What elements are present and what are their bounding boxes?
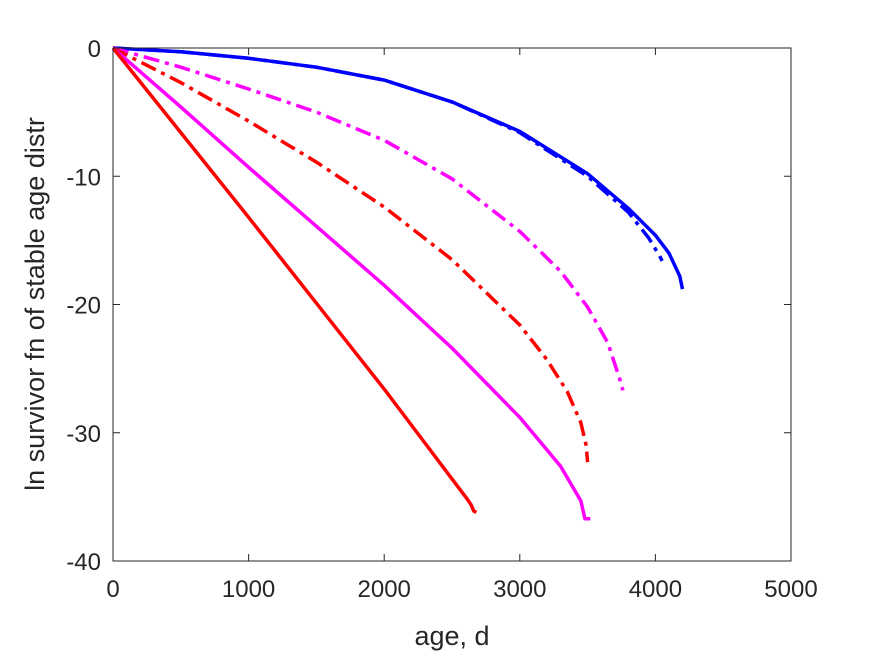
x-tick-label: 1000 (222, 576, 275, 603)
x-tick-label: 4000 (629, 576, 682, 603)
series-layer (111, 46, 685, 521)
series-line-6 (111, 46, 478, 514)
x-tick-label: 2000 (358, 576, 411, 603)
x-tick-label: 0 (106, 576, 119, 603)
series-line-5 (111, 46, 591, 521)
y-tick-label: -40 (66, 549, 101, 576)
series-line-2 (112, 46, 664, 262)
plot-area (113, 48, 791, 561)
x-axis-label: age, d (414, 621, 489, 651)
x-tick-label: 5000 (764, 576, 817, 603)
y-tick-label: -30 (66, 421, 101, 448)
y-tick-label: -10 (66, 164, 101, 191)
y-tick-label: -20 (66, 293, 101, 320)
plot-background (113, 48, 791, 561)
x-tick-label: 3000 (493, 576, 546, 603)
series-line-4 (112, 46, 590, 463)
axes-layer: 0 1000 2000 3000 4000 5000 0 -10 -20 -30 -40 (66, 36, 817, 603)
y-axis-label: ln survivor fn of stable age distr (20, 117, 50, 491)
y-tick-label: 0 (88, 36, 101, 63)
series-line-3 (112, 46, 625, 391)
